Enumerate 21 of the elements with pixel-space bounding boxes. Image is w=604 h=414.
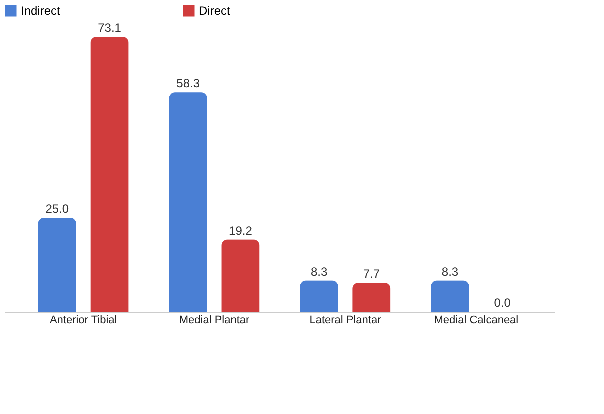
bar (38, 218, 76, 312)
data-label: 8.3 (310, 264, 328, 279)
data-label: 19.2 (229, 224, 253, 238)
x-tick-label: Lateral Plantar (310, 314, 382, 326)
data-label: 8.3 (442, 264, 459, 279)
legend-label: Indirect (21, 4, 62, 18)
x-tick-label: Anterior Tibial (50, 314, 118, 326)
x-tick-label: Medial Plantar (179, 314, 250, 326)
bar (169, 92, 208, 312)
data-label: 25.0 (46, 202, 70, 216)
legend-label: Direct (199, 4, 231, 18)
data-label: 58.3 (176, 76, 200, 91)
bar (222, 240, 260, 312)
x-tick-label: Medial Calcaneal (434, 314, 519, 326)
data-label: 0.0 (494, 296, 512, 310)
bar (352, 283, 391, 312)
data-label: 73.1 (98, 21, 122, 35)
bar (300, 280, 338, 312)
bar (90, 37, 129, 312)
bar (431, 280, 470, 312)
data-label: 7.7 (363, 267, 380, 282)
